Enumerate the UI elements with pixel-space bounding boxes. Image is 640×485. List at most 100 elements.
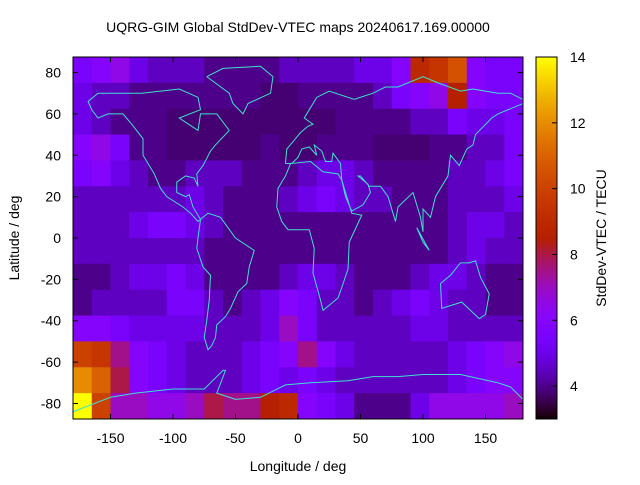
colorbar-segment (536, 409, 557, 414)
heatmap-cell (166, 238, 186, 265)
heatmap-cell (260, 367, 280, 394)
heatmap-cell (73, 108, 93, 136)
heatmap-cell (166, 315, 186, 342)
heatmap-cell (354, 160, 374, 187)
coastline (285, 76, 524, 164)
colorbar-segment (536, 310, 557, 314)
heatmap-cell (316, 160, 336, 187)
colorbar-segment (536, 198, 557, 203)
heatmap-cell (166, 212, 186, 239)
heatmap-cell (466, 367, 486, 394)
heatmap-cell (260, 160, 280, 187)
colorbar-segment (536, 204, 557, 209)
heatmap-cell (335, 289, 355, 317)
x-tick-label: 150 (474, 430, 498, 446)
colorbar-segment (536, 322, 557, 326)
heatmap-cell (204, 263, 224, 291)
colorbar-segment (536, 316, 557, 320)
heatmap-cell (241, 108, 261, 136)
heatmap-cell (110, 263, 130, 291)
heatmap-cell (185, 186, 205, 213)
heatmap-cell (429, 82, 449, 110)
heatmap-cell (148, 57, 168, 84)
heatmap-cells (73, 57, 524, 420)
heatmap-cell (335, 108, 355, 136)
heatmap-cell (110, 341, 130, 368)
heatmap-cell (354, 212, 374, 239)
heatmap-cell (260, 212, 280, 239)
heatmap-cell (316, 134, 336, 161)
heatmap-cell (298, 212, 318, 239)
heatmap-cell (485, 160, 505, 187)
heatmap-cell (373, 108, 393, 136)
colorbar-segment (536, 319, 557, 323)
heatmap-cell (298, 57, 318, 84)
heatmap-cell (466, 341, 486, 368)
colorbar-tick-label: 4 (570, 378, 578, 394)
heatmap-cell (204, 212, 224, 239)
heatmap-cell (185, 341, 205, 368)
heatmap-cell (410, 263, 430, 291)
heatmap-cell (204, 367, 224, 394)
colorbar-segment (536, 192, 557, 197)
heatmap-cell (279, 238, 299, 265)
heatmap-cell (298, 108, 318, 136)
colorbar-segment (536, 156, 557, 161)
colorbar-segment (536, 313, 557, 317)
colorbar-segment (536, 99, 557, 103)
colorbar-segment (536, 304, 557, 308)
colorbar-segment (536, 234, 557, 239)
coastline (72, 369, 524, 413)
colorbar-segment (536, 406, 557, 411)
heatmap-cell (279, 212, 299, 239)
colorbar-segment (536, 289, 557, 293)
colorbar-segment (536, 253, 557, 257)
heatmap-cell (110, 289, 130, 317)
heatmap-cell (391, 367, 411, 394)
heatmap-cell (73, 238, 93, 265)
heatmap-cell (110, 212, 130, 239)
colorbar-segment (536, 66, 557, 70)
heatmap-cell (73, 263, 93, 291)
heatmap-cell (466, 134, 486, 161)
heatmap-cell (354, 108, 374, 136)
heatmap-cell (373, 212, 393, 239)
colorbar (536, 57, 557, 420)
colorbar-segment (536, 222, 557, 227)
heatmap-cell (485, 108, 505, 136)
heatmap-cell (485, 186, 505, 213)
heatmap-cell (335, 393, 355, 420)
heatmap-cell (129, 82, 149, 110)
heatmap-cell (410, 212, 430, 239)
heatmap-cell (241, 238, 261, 265)
heatmap-cell (223, 315, 243, 342)
coastline (276, 160, 363, 312)
colorbar-frame (535, 56, 558, 420)
colorbar-segment (536, 325, 557, 329)
colorbar-segment (536, 168, 557, 173)
heatmap-cell (166, 160, 186, 187)
heatmap-cell (223, 134, 243, 161)
heatmap-cell (373, 263, 393, 291)
heatmap-cell (373, 57, 393, 84)
heatmap-cell (223, 186, 243, 213)
colorbar-segment (536, 340, 557, 345)
heatmap-cell (204, 393, 224, 420)
heatmap-cell (148, 367, 168, 394)
heatmap-cell (129, 289, 149, 317)
heatmap-cell (91, 134, 111, 161)
heatmap-cell (316, 393, 336, 420)
heatmap-cell (466, 160, 486, 187)
colorbar-segment (536, 159, 557, 164)
heatmap-cell (466, 57, 486, 84)
heatmap-cell (185, 393, 205, 420)
x-axis-label: Longitude / deg (250, 458, 347, 474)
colorbar-segment (536, 78, 557, 82)
heatmap-cell (410, 57, 430, 84)
heatmap-cell (91, 367, 111, 394)
heatmap-cell (279, 57, 299, 84)
heatmap-cell (73, 341, 93, 368)
heatmap-cell (316, 341, 336, 368)
colorbar-segment (536, 147, 557, 152)
